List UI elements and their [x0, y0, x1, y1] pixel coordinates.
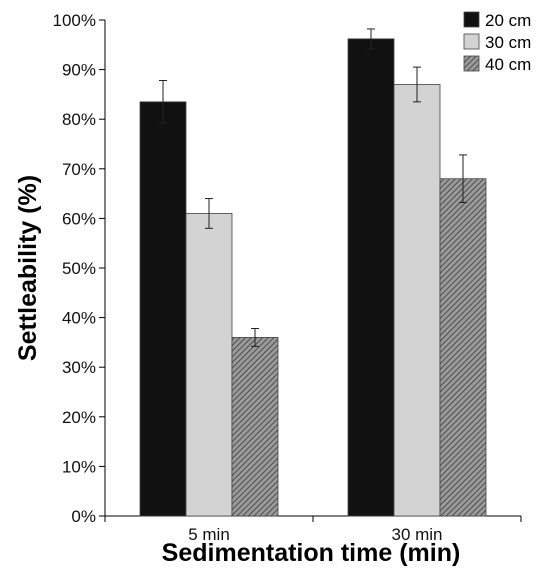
y-tick-label: 0%	[71, 507, 96, 526]
plot-area: 0% 10% 20% 30% 40% 50% 60% 70% 80% 90% 100% 5 min 30…	[53, 11, 532, 544]
y-tick-label: 60%	[62, 209, 96, 228]
legend-swatch	[463, 55, 480, 72]
legend-swatch	[463, 11, 480, 28]
legend-label: 20 cm	[485, 11, 531, 30]
bar	[139, 101, 187, 517]
bar	[439, 178, 487, 517]
y-tick-label: 40%	[62, 309, 96, 328]
bar	[185, 213, 233, 517]
y-axis-title: Settleability (%)	[14, 175, 42, 361]
y-tick-label: 100%	[53, 11, 96, 30]
bar	[393, 84, 441, 517]
y-tick-label: 70%	[62, 160, 96, 179]
y-tick-label: 20%	[62, 408, 96, 427]
x-tick-label: 30 min	[391, 525, 442, 544]
y-tick-label: 90%	[62, 61, 96, 80]
legend-label: 30 cm	[485, 33, 531, 52]
y-tick-label: 30%	[62, 358, 96, 377]
y-tick-label: 80%	[62, 110, 96, 129]
x-axis-title: Sedimentation time (min)	[162, 539, 461, 567]
y-tick-label: 10%	[62, 457, 96, 476]
legend-label: 40 cm	[485, 55, 531, 74]
bar	[347, 38, 395, 517]
y-tick-label: 50%	[62, 259, 96, 278]
x-tick-label: 5 min	[188, 525, 230, 544]
bar	[231, 337, 279, 517]
legend-swatch	[463, 33, 480, 50]
